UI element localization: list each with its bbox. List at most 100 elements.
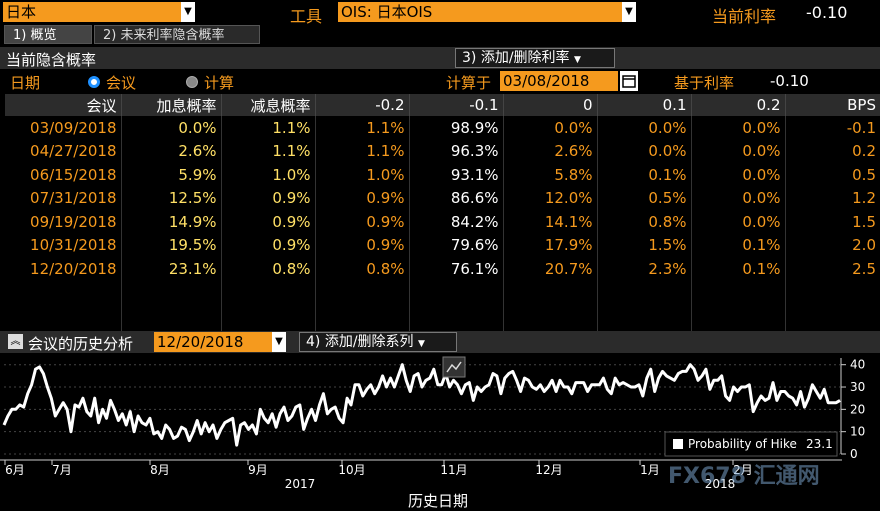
y-tick-label: 20 bbox=[850, 402, 865, 416]
history-date-select[interactable]: 12/20/2018 bbox=[154, 332, 272, 352]
table-cell: 0.0% bbox=[597, 116, 692, 140]
table-row[interactable]: 09/19/2018 14.9% 0.9% 0.9% 84.2% 14.1% 0.8% 0.0… bbox=[5, 210, 880, 234]
table-cell: 1.1% bbox=[315, 116, 410, 140]
current-rate-label: 当前利率 bbox=[712, 7, 777, 26]
col-header[interactable]: 0.1 bbox=[597, 94, 692, 116]
table-row[interactable]: 04/27/2018 2.6% 1.1% 1.1% 96.3% 2.6% 0.0% 0.0% 0… bbox=[5, 139, 880, 163]
col-header[interactable]: 会议 bbox=[5, 94, 122, 116]
col-header[interactable]: 0.2 bbox=[691, 94, 786, 116]
table-cell: 0.2 bbox=[852, 142, 876, 161]
x-axis-title: 历史日期 bbox=[408, 492, 468, 510]
history-date-dropdown-icon[interactable]: ▼ bbox=[272, 332, 286, 352]
calc-date-value: 03/08/2018 bbox=[503, 72, 590, 90]
chevron-down-icon: ▼ bbox=[574, 55, 581, 65]
chart-type-icon[interactable] bbox=[442, 356, 466, 378]
radio-unselected-icon bbox=[186, 76, 198, 88]
table-cell: 0.9% bbox=[221, 210, 316, 234]
table-row[interactable]: 07/31/2018 12.5% 0.9% 0.9% 86.6% 12.0% 0.5% 0.0… bbox=[5, 186, 880, 210]
legend-value: 23.1 bbox=[806, 437, 833, 451]
probability-table: 会议 加息概率 减息概率 -0.2 -0.1 0 0.1 0.2 BPS 03/… bbox=[5, 94, 880, 348]
x-tick-label: 9月 bbox=[248, 463, 268, 477]
table-cell: 04/27/2018 bbox=[5, 139, 122, 163]
x-tick-label: 2月 bbox=[733, 463, 753, 477]
radio-calc-label: 计算 bbox=[204, 74, 235, 92]
table-cell: 1.5% bbox=[597, 233, 692, 257]
add-remove-rates-label: 3) 添加/删除利率 bbox=[462, 50, 570, 66]
table-cell: 0.5% bbox=[597, 186, 692, 210]
add-remove-rates-button[interactable]: 3) 添加/删除利率 ▼ bbox=[455, 48, 615, 68]
table-cell: 2.6% bbox=[121, 139, 222, 163]
tab-future-rate-prob[interactable]: 2) 未来利率隐含概率 bbox=[94, 25, 260, 44]
table-cell: 23.1% bbox=[121, 257, 222, 281]
tool-dropdown-icon[interactable]: ▼ bbox=[622, 2, 636, 22]
collapse-icon[interactable]: ︽ bbox=[8, 334, 23, 349]
col-header[interactable]: 加息概率 bbox=[121, 94, 222, 116]
table-cell: 0.9% bbox=[315, 233, 410, 257]
table-cell: 2.3% bbox=[597, 257, 692, 281]
country-value: 日本 bbox=[6, 3, 37, 21]
table-cell: 1.2 bbox=[852, 189, 876, 208]
table-cell: 0.5 bbox=[852, 165, 876, 184]
table-cell: 79.6% bbox=[409, 233, 504, 257]
table-cell: 0.9% bbox=[315, 210, 410, 234]
tool-select[interactable]: OIS: 日本OIS bbox=[338, 2, 622, 22]
x-tick-label: 1月 bbox=[640, 463, 660, 477]
table-cell: 2.0 bbox=[852, 236, 876, 255]
table-cell: 5.8% bbox=[503, 163, 598, 187]
table-row[interactable]: 06/15/2018 5.9% 1.0% 1.0% 93.1% 5.8% 0.1% 0.0% 0… bbox=[5, 163, 880, 187]
tab-overview[interactable]: 1) 概览 bbox=[4, 25, 92, 44]
history-title: 会议的历史分析 bbox=[28, 335, 134, 353]
table-cell: 76.1% bbox=[409, 257, 504, 281]
series-line-probability-of-hike bbox=[2, 363, 841, 447]
legend: Probability of Hike 23.1 bbox=[664, 431, 838, 457]
col-header[interactable]: -0.1 bbox=[409, 94, 504, 116]
add-remove-series-button[interactable]: 4) 添加/删除系列 ▼ bbox=[299, 332, 457, 352]
legend-swatch bbox=[673, 439, 683, 449]
date-label: 日期 bbox=[10, 74, 41, 92]
tool-label: 工具 bbox=[290, 7, 323, 26]
radio-calc[interactable] bbox=[186, 74, 198, 92]
chevron-down-icon: ▼ bbox=[418, 339, 425, 349]
calendar-icon[interactable] bbox=[620, 71, 638, 91]
table-cell: 0.0% bbox=[691, 163, 786, 187]
x-tick-label: 10月 bbox=[338, 463, 365, 477]
table-cell: 12.5% bbox=[121, 186, 222, 210]
table-cell: 93.1% bbox=[409, 163, 504, 187]
table-cell: 1.0% bbox=[315, 163, 410, 187]
col-header[interactable]: BPS bbox=[785, 94, 880, 116]
x-tick-label: 8月 bbox=[150, 463, 170, 477]
watermark-logo: FX678 汇通网 bbox=[668, 464, 820, 489]
add-remove-series-label: 4) 添加/删除系列 bbox=[306, 334, 414, 350]
table-cell: 07/31/2018 bbox=[5, 186, 122, 210]
table-cell: 0.9% bbox=[315, 186, 410, 210]
calc-at-label: 计算于 bbox=[446, 74, 492, 92]
table-cell: 17.9% bbox=[503, 233, 598, 257]
table-cell: 2.6% bbox=[503, 139, 598, 163]
calc-date-input[interactable]: 03/08/2018 bbox=[500, 71, 618, 91]
radio-selected-icon bbox=[88, 76, 100, 88]
table-cell: 10/31/2018 bbox=[5, 233, 122, 257]
table-cell: 0.1% bbox=[597, 163, 692, 187]
country-dropdown-icon[interactable]: ▼ bbox=[181, 2, 195, 22]
table-row[interactable]: 03/09/2018 0.0% 1.1% 1.1% 98.9% 0.0% 0.0% 0.0% -… bbox=[5, 116, 880, 140]
table-cell: 09/19/2018 bbox=[5, 210, 122, 234]
radio-meeting[interactable] bbox=[88, 74, 100, 92]
col-header[interactable]: 减息概率 bbox=[221, 94, 316, 116]
y-tick-label: 0 bbox=[850, 447, 858, 461]
table-cell: 19.5% bbox=[121, 233, 222, 257]
table-cell: 84.2% bbox=[409, 210, 504, 234]
base-rate-label: 基于利率 bbox=[674, 74, 735, 92]
year-label: 2017 bbox=[285, 477, 316, 491]
table-cell: 0.9% bbox=[221, 233, 316, 257]
col-header[interactable]: -0.2 bbox=[315, 94, 410, 116]
table-row[interactable]: 10/31/2018 19.5% 0.9% 0.9% 79.6% 17.9% 1.5% 0.1… bbox=[5, 233, 880, 257]
table-cell: 06/15/2018 bbox=[5, 163, 122, 187]
table-cell: -0.1 bbox=[846, 118, 876, 137]
table-cell: 14.9% bbox=[121, 210, 222, 234]
year-label: 2018 bbox=[705, 477, 736, 491]
col-header[interactable]: 0 bbox=[503, 94, 598, 116]
table-cell: 0.0% bbox=[691, 116, 786, 140]
table-cell: 0.9% bbox=[221, 186, 316, 210]
table-row[interactable]: 12/20/2018 23.1% 0.8% 0.8% 76.1% 20.7% 2.3% 0.1… bbox=[5, 257, 880, 281]
country-select[interactable]: 日本 bbox=[3, 2, 181, 22]
